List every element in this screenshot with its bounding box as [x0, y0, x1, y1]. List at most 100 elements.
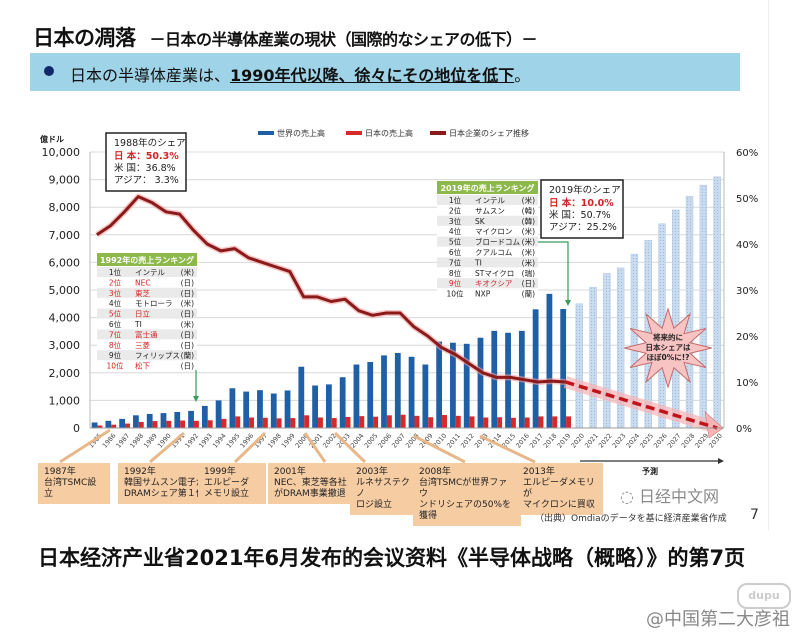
ranking-2019-table-row-bg	[437, 288, 538, 299]
x-tick-label: 2026	[652, 432, 669, 450]
x-tick-label: 2012	[459, 432, 476, 450]
forecast-share-line	[564, 380, 718, 430]
event-leader	[479, 434, 536, 464]
share-1988-box-row: 米 国：36.8%	[114, 162, 176, 174]
event-text: エルピーダメモリが	[523, 478, 595, 499]
bar-world-sales	[312, 385, 318, 428]
ranking-1992-table-rank: 4位	[109, 298, 122, 308]
y-tick-label: 6,000	[49, 256, 81, 269]
bar-japan-sales	[290, 418, 296, 428]
x-tick-label: 2016	[514, 432, 531, 450]
bar-world-sales	[325, 384, 332, 428]
slide: 日本の凋落 －日本の半導体産業の現状（国際的なシェアの低下）－ 日本の半導体産業は…	[30, 0, 769, 530]
legend-swatch	[258, 131, 274, 135]
event-text: ルネサステクノ	[356, 478, 410, 499]
ranking-1992-table-company: 日立	[135, 309, 150, 319]
bar-world-sales	[119, 418, 126, 428]
event-leader	[303, 432, 327, 463]
ranking-1992-table-rank: 3位	[109, 288, 122, 298]
ranking-2019-table-company: SK	[475, 217, 486, 226]
x-tick-label: 2022	[597, 432, 614, 450]
ranking-2019-table-row-bg	[437, 267, 538, 278]
legend-swatch	[430, 131, 446, 135]
event-text: がDRAM事業撤退	[274, 489, 346, 499]
bar-world-sales	[284, 390, 291, 428]
ranking-1992-table-row-bg	[97, 350, 197, 361]
ranking-2019-table-rank: 7位	[449, 257, 462, 267]
event-year: 2003年	[356, 467, 388, 477]
x-tick-label: 2029	[693, 432, 710, 450]
event-callout: 2001年 NEC、東芝等各社 がDRAM事業撤退	[268, 463, 358, 504]
bar-japan-sales	[345, 416, 351, 428]
bar-japan-sales	[566, 416, 571, 428]
bar-japan-sales	[359, 416, 365, 428]
ranking-1992-table-country: (蘭)	[181, 350, 194, 360]
share-1988-box-title: 1988年のシェア	[114, 137, 186, 149]
event-text: 台湾TSMCが世界ファウ	[419, 478, 508, 499]
x-tick-label: 2000	[294, 432, 311, 450]
ranking-2019-table-row-bg	[437, 236, 538, 247]
x-tick-label: 1999	[280, 432, 297, 450]
bar-world-sales-forecast	[699, 184, 708, 429]
banner-prefix: 日本の半導体産業は、	[70, 66, 231, 85]
bar-japan-sales	[510, 417, 516, 428]
x-tick-label: 2021	[583, 432, 600, 450]
bar-japan-sales	[207, 420, 213, 428]
banner-suffix: 。	[514, 66, 531, 85]
event-leader	[149, 431, 185, 464]
event-year: 1992年	[124, 467, 156, 477]
y-tick-label: 7,000	[49, 229, 81, 242]
starburst-callout	[624, 307, 712, 389]
event-text: NEC、東芝等各社	[274, 478, 347, 488]
y-right-tick-label: 0%	[736, 424, 752, 435]
x-tick-label: 1988	[128, 432, 145, 450]
x-tick-label: 1994	[211, 432, 228, 450]
ranking-2019-table-row-bg	[437, 247, 538, 257]
ranking-1992-table-company: 三菱	[135, 340, 150, 350]
y-axis-unit-label: 億ドル	[40, 134, 64, 144]
y-right-tick-label: 20%	[736, 332, 758, 343]
ranking-1992-table-row-bg	[97, 360, 197, 371]
x-tick-label: 2023	[611, 432, 628, 450]
bar-world-sales	[367, 362, 374, 428]
x-tick-label: 1995	[225, 432, 242, 450]
ranking-2019-table-rank: 9位	[449, 278, 462, 288]
y-tick-label: 2,000	[49, 367, 81, 380]
ranking-2019-table-country: (米)	[522, 195, 535, 205]
ranking-1992-table-company: TI	[134, 320, 142, 329]
event-callout: 2008年 台湾TSMCが世界ファウ ンドリシェアの50%を獲得	[413, 463, 521, 526]
event-leader	[333, 431, 367, 464]
ranking-2019-table-row-bg	[437, 226, 538, 237]
legend-label: 日本企業のシェア推移	[449, 128, 529, 138]
ranking-1992-table-row-bg	[97, 319, 197, 329]
bar-world-sales	[394, 352, 401, 428]
bar-japan-sales	[386, 415, 392, 428]
x-tick-label: 2018	[542, 432, 559, 450]
x-tick-label: 2024	[624, 432, 641, 450]
event-year: 2013年	[523, 467, 555, 477]
bar-world-sales	[463, 343, 470, 428]
bar-world-sales	[560, 309, 567, 428]
bar-world-sales-forecast	[685, 195, 694, 429]
x-tick-label: 2008	[404, 432, 421, 450]
ranking-2019-table-company: サムスン	[475, 206, 505, 215]
bar-japan-sales	[111, 424, 117, 428]
ranking-2019-table-company: クアルコム	[475, 248, 512, 257]
ranking-1992-table-country: (米)	[181, 267, 194, 277]
bar-world-sales-forecast	[713, 176, 721, 429]
event-callout: 1999年 エルピーダ メモリ設立	[198, 463, 266, 504]
bar-japan-sales	[304, 415, 310, 428]
legend-label: 世界の売上高	[277, 128, 325, 138]
event-leader	[413, 434, 466, 464]
bar-world-sales	[298, 366, 305, 428]
ranking-2019-table-country: (韓)	[522, 205, 535, 215]
ranking-2019-table-row-bg	[437, 278, 538, 289]
bar-world-sales	[91, 422, 98, 428]
bar-japan-sales	[538, 416, 544, 428]
bar-japan-sales	[166, 420, 172, 428]
x-tick-label: 1996	[239, 432, 256, 450]
ranking-1992-table-rank: 7位	[109, 329, 122, 339]
bar-japan-sales	[524, 417, 530, 428]
bar-world-sales	[546, 293, 553, 428]
